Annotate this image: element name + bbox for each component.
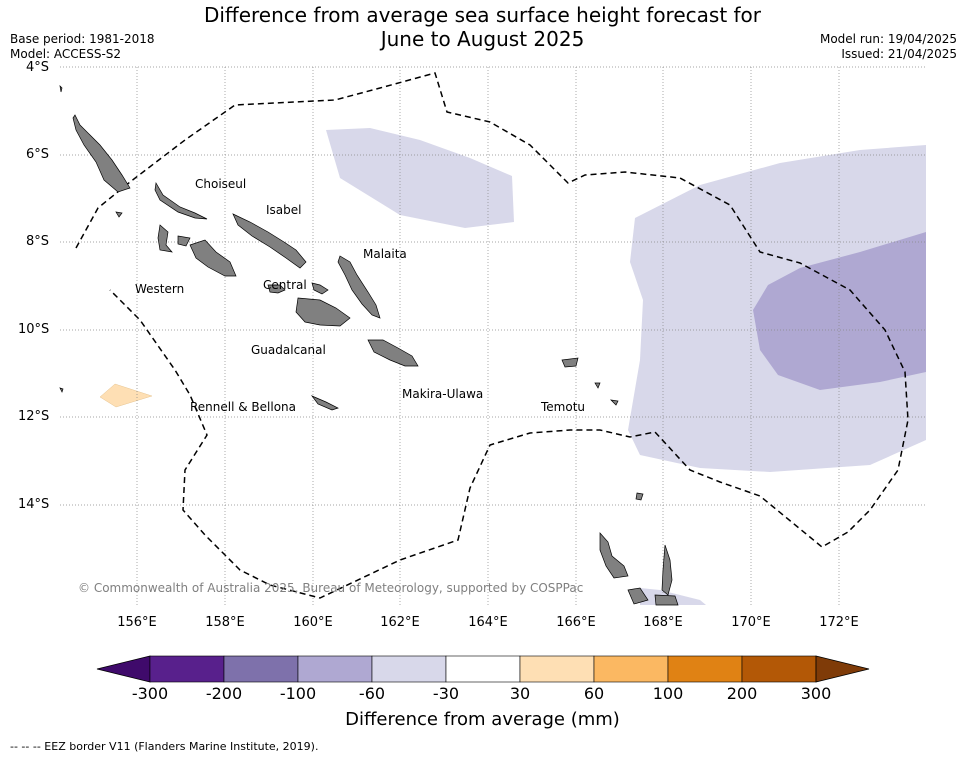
island-new-georgia-north: [154, 181, 208, 220]
label-isabel: Isabel: [266, 203, 301, 217]
colorbar-tick: -300: [131, 684, 169, 703]
colorbar-tick: 30: [509, 684, 531, 703]
island-vanuatu-a: [599, 532, 629, 579]
colorbar-segment: [741, 655, 817, 683]
lat-label: 6°S: [26, 147, 50, 162]
island-rennell: [310, 395, 339, 411]
lat-label: 8°S: [26, 234, 50, 249]
colorbar-segment: [371, 655, 447, 683]
lon-label: 160°E: [293, 615, 333, 630]
island-choiseul: [72, 114, 131, 193]
colorbar-extend-high: [815, 655, 870, 683]
colorbar-segment: [149, 655, 225, 683]
lon-label: 162°E: [380, 615, 420, 630]
island-central-b: [311, 282, 329, 295]
label-temotu: Temotu: [540, 400, 585, 414]
label-central: Central: [263, 278, 307, 292]
island-small-2: [594, 382, 601, 389]
colorbar-segment: [297, 655, 373, 683]
title-line-2: June to August 2025: [380, 27, 585, 51]
colorbar-tick: 60: [583, 684, 605, 703]
colorbar-tick: 300: [800, 684, 832, 703]
colorbar-tick: 200: [726, 684, 758, 703]
island-temotu-a: [561, 357, 579, 368]
lat-label: 12°S: [18, 409, 50, 424]
colorbar-title: Difference from average (mm): [345, 709, 620, 730]
model-text: Model: ACCESS-S2: [10, 47, 122, 61]
lon-label: 156°E: [117, 615, 157, 630]
base-period-text: Base period: 1981-2018: [10, 32, 155, 46]
colorbar-segment: [667, 655, 743, 683]
island-vanuatu-c: [627, 587, 649, 605]
colorbar-segment: [223, 655, 299, 683]
colorbar: [96, 655, 870, 683]
colorbar-segment: [593, 655, 669, 683]
title-line-1: Difference from average sea surface heig…: [203, 3, 762, 27]
meta-left: Base period: 1981-2018 Model: ACCESS-S2: [10, 32, 155, 62]
eez-border: [75, 72, 909, 599]
lon-label: 166°E: [556, 615, 596, 630]
anomaly-area-medium-east: [753, 232, 926, 390]
label-guadalcanal: Guadalcanal: [251, 343, 326, 357]
lon-label: 172°E: [819, 615, 859, 630]
label-makira-ulawa: Makira-Ulawa: [402, 387, 483, 401]
colorbar-tick: -30: [432, 684, 460, 703]
copyright-text: © Commonwealth of Australia 2025, Bureau…: [78, 581, 583, 595]
island-isabel: [232, 213, 307, 269]
island-central: [267, 284, 286, 294]
model-run-text: Model run: 19/04/2025: [819, 32, 957, 46]
colorbar-tick: -200: [205, 684, 243, 703]
islands: [59, 84, 679, 606]
label-malaita: Malaita: [363, 247, 407, 261]
footer-text: -- -- -- EEZ border V11 (Flanders Marine…: [10, 740, 319, 753]
island-malaita: [337, 255, 381, 319]
lon-label: 164°E: [468, 615, 508, 630]
island-guadalcanal: [295, 297, 351, 327]
meta-right: Model run: 19/04/2025 Issued: 21/04/2025: [820, 32, 957, 62]
island-small-6: [59, 84, 63, 93]
island-small-3: [610, 399, 619, 406]
colorbar-tick: -60: [358, 684, 386, 703]
colorbar-tick: 100: [652, 684, 684, 703]
colorbar-segment: [445, 655, 521, 683]
issued-text: Issued: 21/04/2025: [841, 47, 957, 61]
map-title: Difference from average sea surface heig…: [0, 3, 965, 51]
colorbar-segment: [519, 655, 595, 683]
lat-label: 10°S: [18, 322, 50, 337]
anomaly-area-positive: [99, 383, 153, 408]
island-makira: [367, 339, 419, 367]
island-western-b: [189, 239, 237, 277]
label-western: Western: [135, 282, 184, 296]
island-vanuatu-d: [654, 594, 679, 606]
island-vanuatu-b: [661, 544, 673, 596]
lat-label: 4°S: [26, 60, 50, 75]
island-small-1: [635, 492, 644, 501]
lon-label: 168°E: [643, 615, 683, 630]
island-small-4: [115, 211, 123, 218]
anomaly-area-light-north: [326, 128, 514, 228]
colorbar-tick: -100: [279, 684, 317, 703]
label-choiseul: Choiseul: [195, 177, 246, 191]
lon-label: 170°E: [731, 615, 771, 630]
lat-label: 14°S: [18, 497, 50, 512]
label-rennell-bellona: Rennell & Bellona: [190, 400, 296, 414]
island-small-5: [59, 387, 64, 393]
island-western-c: [177, 235, 191, 247]
island-western-a: [157, 224, 173, 253]
lon-label: 158°E: [205, 615, 245, 630]
colorbar-extend-low: [96, 655, 151, 683]
